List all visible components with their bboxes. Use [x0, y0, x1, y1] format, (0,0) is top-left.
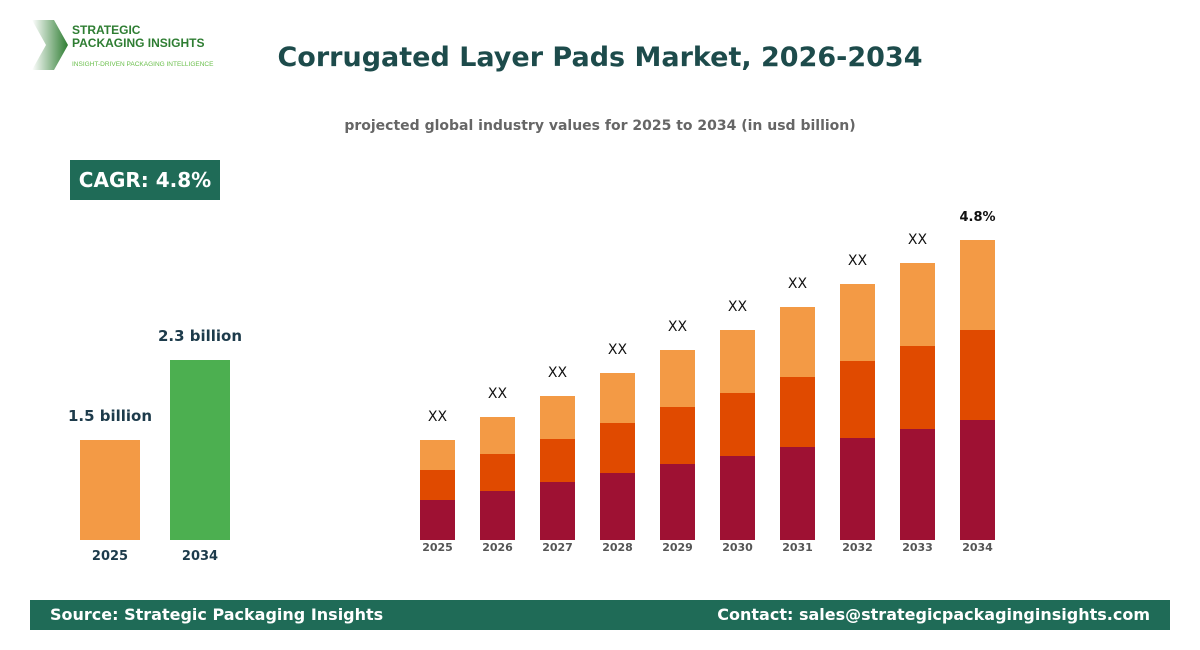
data-label-2030: XX	[728, 299, 748, 315]
contact-text[interactable]: Contact: sales@strategicpackaginginsight…	[717, 605, 1150, 624]
data-label-2028: XX	[608, 342, 628, 358]
x-tick-label: 2027	[542, 541, 573, 554]
bar-segment-2031-0	[780, 447, 815, 540]
subtitle: projected global industry values for 202…	[344, 118, 856, 134]
data-label-2025: 1.5 billion	[68, 407, 152, 425]
bar-segment-2025-2	[420, 440, 455, 470]
source-text: Source: Strategic Packaging Insights	[50, 605, 384, 624]
x-tick-label: 2025	[422, 541, 453, 554]
bar-2034	[170, 360, 230, 540]
data-label-2034: 2.3 billion	[158, 327, 242, 345]
bar-segment-2032-0	[840, 438, 875, 540]
data-label-2025: XX	[428, 409, 448, 425]
data-label-2027: XX	[548, 365, 568, 381]
bar-segment-2033-0	[900, 429, 935, 540]
bar-segment-2031-2	[780, 307, 815, 377]
bar-segment-2026-1	[480, 454, 515, 491]
bar-segment-2026-0	[480, 491, 515, 540]
data-label-2032: XX	[848, 253, 868, 269]
data-label-2033: XX	[908, 232, 928, 248]
bar-segment-2029-2	[660, 350, 695, 407]
logo: STRATEGIC PACKAGING INSIGHTS INSIGHT-DRIV…	[30, 18, 230, 72]
bar-segment-2027-0	[540, 482, 575, 540]
chevron-logo-icon	[32, 20, 68, 70]
x-tick-label: 2031	[782, 541, 813, 554]
logo-line1: STRATEGIC	[72, 23, 141, 37]
bar-segment-2030-1	[720, 393, 755, 456]
x-tick-label: 2026	[482, 541, 513, 554]
bar-segment-2026-2	[480, 417, 515, 454]
logo-line2: PACKAGING INSIGHTS	[72, 36, 205, 50]
x-tick-label: 2034	[182, 549, 218, 564]
x-tick-label: 2029	[662, 541, 693, 554]
cagr-badge: CAGR: 4.8%	[70, 160, 220, 200]
bar-segment-2030-0	[720, 456, 755, 540]
x-tick-label: 2025	[92, 549, 128, 564]
data-label-2029: XX	[668, 319, 688, 335]
data-label-2026: XX	[488, 386, 508, 402]
bar-segment-2028-2	[600, 373, 635, 423]
page-title: Corrugated Layer Pads Market, 2026-2034	[277, 42, 923, 73]
x-tick-label: 2028	[602, 541, 633, 554]
bar-segment-2025-1	[420, 470, 455, 500]
bar-segment-2028-0	[600, 473, 635, 540]
bar-segment-2030-2	[720, 330, 755, 393]
bar-segment-2029-1	[660, 407, 695, 464]
bar-segment-2027-1	[540, 439, 575, 482]
charts: 1.5 billion 2025 2.3 billion 2034 XX 2025 XX 20…	[68, 210, 996, 564]
bar-segment-2029-0	[660, 464, 695, 540]
bar-segment-2034-2	[960, 240, 995, 330]
x-tick-label: 2034	[962, 541, 993, 554]
bar-segment-2032-2	[840, 284, 875, 361]
data-label-2034: 4.8%	[959, 210, 995, 225]
footer: Source: Strategic Packaging Insights Con…	[30, 600, 1170, 630]
bar-segment-2032-1	[840, 361, 875, 438]
bar-segment-2025-0	[420, 500, 455, 540]
data-label-2031: XX	[788, 276, 808, 292]
bar-segment-2033-1	[900, 346, 935, 429]
bar-segment-2034-0	[960, 420, 995, 540]
x-tick-label: 2032	[842, 541, 873, 554]
bar-segment-2031-1	[780, 377, 815, 447]
x-tick-label: 2033	[902, 541, 933, 554]
x-tick-label: 2030	[722, 541, 753, 554]
bar-segment-2027-2	[540, 396, 575, 439]
bar-segment-2028-1	[600, 423, 635, 473]
logo-tagline: INSIGHT-DRIVEN PACKAGING INTELLIGENCE	[72, 61, 214, 68]
bar-2025	[80, 440, 140, 540]
bar-segment-2033-2	[900, 263, 935, 346]
bar-segment-2034-1	[960, 330, 995, 420]
